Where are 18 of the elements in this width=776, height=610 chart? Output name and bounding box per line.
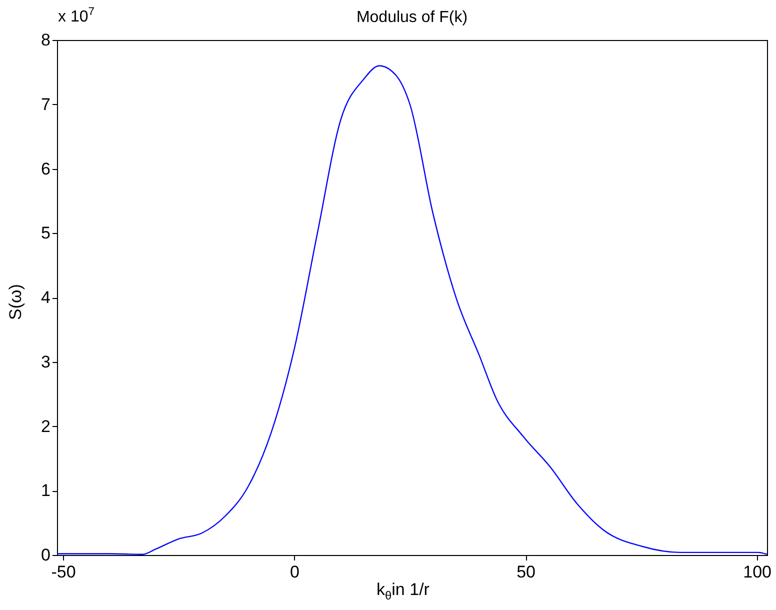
y-tick-label: 2 [41, 416, 50, 436]
x-tick-label: -50 [51, 562, 76, 582]
y-tick-label: 5 [41, 224, 50, 243]
y-tick-label: 0 [41, 546, 50, 564]
y-tick-label: 7 [41, 94, 50, 114]
y-tick-label: 4 [41, 288, 50, 307]
text: x 10$^{7}$ [58, 6, 94, 26]
chart-title: Modulus of F(k) [356, 9, 468, 26]
y-tick-label: 3 [41, 352, 50, 372]
x-tick-label: 100 [743, 562, 772, 582]
y-tick-label: 6 [41, 159, 50, 178]
y-axis-title: S(ω) [6, 284, 26, 320]
x-axis-title: k$_{θ}$in 1/r [376, 580, 430, 602]
y-tick-label: 1 [41, 481, 50, 500]
y-tick-label: 8 [41, 30, 50, 50]
x-tick-label: 0 [290, 562, 300, 582]
x-tick-label: 50 [516, 562, 536, 582]
line-series [56, 65, 768, 555]
